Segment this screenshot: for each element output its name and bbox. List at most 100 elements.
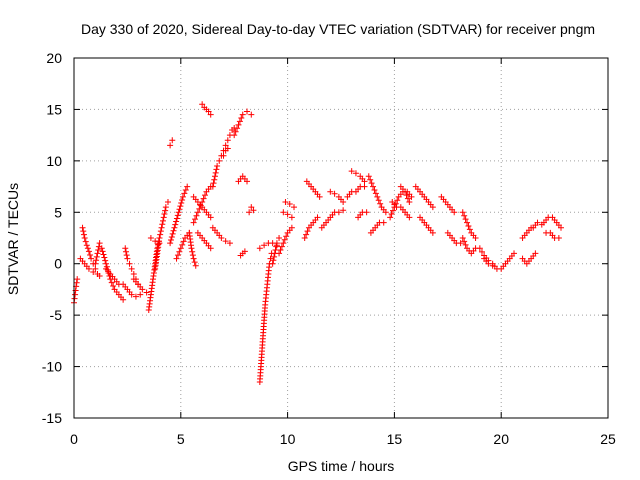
data-point: [92, 260, 99, 267]
data-point: [220, 152, 227, 159]
data-point: [188, 245, 195, 252]
data-point: [194, 209, 201, 216]
data-point: [84, 245, 91, 252]
x-tick-label: 5: [177, 431, 185, 447]
data-point: [214, 163, 221, 169]
data-point: [352, 170, 359, 177]
data-point: [380, 219, 387, 226]
data-point: [472, 235, 479, 241]
data-point: [316, 193, 323, 200]
data-point: [128, 291, 135, 298]
data-point: [156, 235, 163, 241]
data-point: [83, 242, 90, 249]
data-point: [464, 219, 471, 226]
data-point: [176, 248, 183, 255]
data-point: [180, 238, 187, 245]
data-point: [192, 262, 199, 269]
data-point: [256, 245, 263, 252]
data-point: [181, 190, 188, 197]
data-point: [335, 209, 342, 216]
data-point: [222, 238, 229, 245]
data-point: [210, 180, 217, 187]
data-point: [167, 237, 174, 244]
data-point: [122, 245, 129, 252]
data-point: [170, 227, 177, 234]
data-point: [80, 228, 87, 235]
data-point: [72, 291, 79, 298]
data-point: [202, 192, 209, 199]
data-point: [178, 200, 185, 207]
data-point: [244, 108, 251, 115]
data-point: [301, 235, 308, 241]
data-point: [271, 253, 278, 260]
data-point: [139, 286, 146, 293]
data-point: [211, 173, 218, 180]
data-point: [87, 251, 94, 258]
data-point: [288, 214, 295, 221]
data-point: [282, 199, 289, 205]
data-point: [248, 111, 255, 118]
data-point: [182, 187, 189, 193]
data-point: [95, 247, 102, 253]
data-point: [280, 240, 287, 247]
x-tick-label: 15: [387, 431, 403, 447]
data-point: [374, 193, 381, 200]
data-point: [179, 193, 186, 200]
data-point: [74, 276, 81, 283]
data-point: [156, 240, 163, 247]
data-point: [269, 260, 276, 267]
data-point: [209, 183, 216, 190]
data-point: [152, 238, 159, 245]
data-point: [128, 265, 135, 272]
data-point: [291, 204, 298, 211]
data-point: [314, 214, 321, 221]
data-point: [224, 145, 231, 152]
data-point: [169, 230, 176, 237]
y-tick-label: -5: [50, 307, 63, 323]
data-point: [85, 265, 92, 272]
data-point: [288, 224, 295, 231]
data-point: [331, 190, 338, 197]
plot-frame: [73, 57, 609, 419]
data-point: [462, 216, 469, 223]
data-point: [173, 215, 180, 222]
data-point: [382, 209, 389, 216]
data-point: [174, 252, 181, 259]
data-point: [158, 224, 165, 231]
data-point: [489, 262, 496, 269]
data-point: [404, 195, 411, 202]
data-point: [367, 176, 374, 183]
data-point: [179, 196, 186, 203]
data-point: [451, 209, 458, 216]
data-point: [123, 252, 130, 259]
data-point: [534, 219, 541, 226]
data-point: [167, 240, 174, 247]
y-tick-label: 10: [46, 153, 62, 169]
y-tick-label: 0: [54, 256, 62, 272]
data-point: [273, 243, 280, 250]
y-tick-label: -10: [42, 359, 62, 375]
data-point: [162, 207, 169, 214]
data-point: [408, 193, 415, 200]
data-point: [80, 231, 87, 238]
data-point: [93, 253, 100, 260]
data-point: [191, 259, 198, 266]
data-point: [286, 201, 293, 208]
data-point: [277, 247, 284, 253]
data-point: [193, 212, 200, 219]
data-point: [177, 203, 184, 210]
y-tick-label: 5: [54, 204, 62, 220]
data-point: [459, 209, 466, 216]
data-point: [169, 137, 176, 144]
data-point: [90, 268, 97, 275]
x-tick-label: 20: [493, 431, 509, 447]
data-point: [168, 233, 175, 240]
data-point: [226, 240, 233, 247]
data-point: [234, 125, 241, 132]
data-point: [406, 199, 413, 205]
chart-title: Day 330 of 2020, Sidereal Day-to-day VTE…: [81, 21, 595, 37]
data-point: [211, 176, 218, 183]
data-point: [126, 260, 133, 267]
data-point: [244, 178, 251, 185]
